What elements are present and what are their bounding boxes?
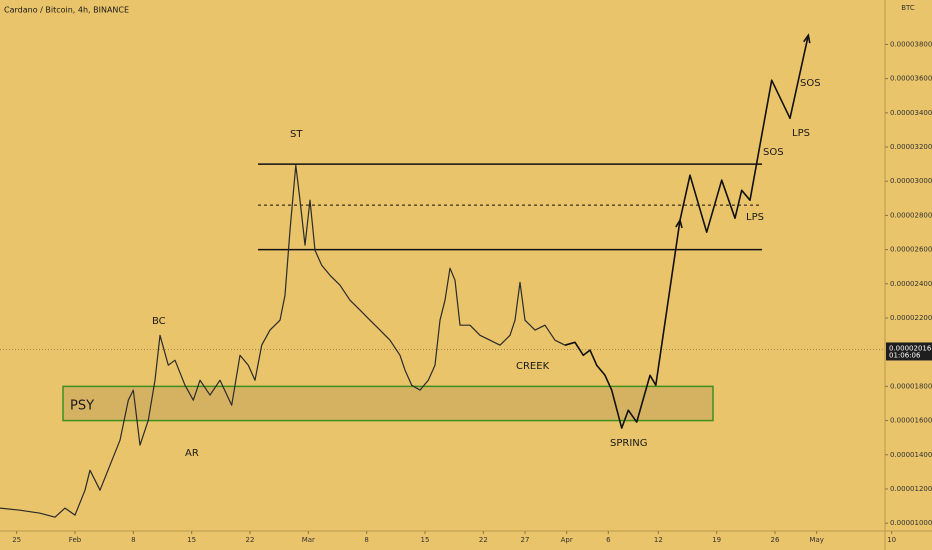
y-tick-label: 0.00001800	[890, 382, 932, 390]
x-tick-label: 10	[887, 536, 896, 544]
x-tick-label: Feb	[69, 536, 82, 544]
y-tick-label: 0.00001000	[890, 519, 932, 527]
annotation: BC	[152, 316, 166, 327]
y-tick-label: 0.00003800	[890, 40, 932, 48]
projection-path	[564, 35, 810, 429]
support-zone	[62, 385, 714, 422]
y-tick-label: 0.00003600	[890, 75, 932, 83]
annotation: AR	[185, 448, 199, 459]
arrow-head	[675, 218, 683, 229]
x-tick-label: 22	[246, 536, 255, 544]
x-tick-label: 26	[771, 536, 780, 544]
x-tick-label: 15	[421, 536, 430, 544]
countdown-label: 01:06:06	[889, 351, 921, 359]
x-tick-label: 12	[654, 536, 663, 544]
y-tick-label: 0.00003200	[890, 143, 932, 151]
y-tick-label: 0.00001400	[890, 451, 932, 459]
x-tick-label: 19	[712, 536, 721, 544]
last-price-label: 0.00002016	[889, 344, 932, 352]
currency-label: BTC	[901, 4, 915, 12]
x-tick-label: 8	[364, 536, 368, 544]
price-line	[0, 164, 566, 518]
annotation: PSY	[70, 399, 94, 414]
x-tick-label: Apr	[561, 536, 573, 544]
annotation: SPRING	[610, 438, 648, 449]
annotation: CREEK	[516, 361, 550, 372]
x-tick-label: May	[809, 536, 823, 544]
y-tick-label: 0.00002800	[890, 211, 932, 219]
y-tick-label: 0.00002600	[890, 246, 932, 254]
annotation: SOS	[800, 78, 821, 89]
y-tick-label: 0.00003400	[890, 109, 932, 117]
x-tick-label: 8	[131, 536, 135, 544]
annotation: ST	[290, 129, 303, 140]
arrow-head	[803, 33, 811, 44]
y-tick-label: 0.00001600	[890, 417, 932, 425]
x-tick-label: 25	[12, 536, 21, 544]
y-tick-label: 0.00002400	[890, 280, 932, 288]
annotation: LPS	[792, 128, 810, 139]
x-tick-label: Mar	[302, 536, 315, 544]
annotation: LPS	[746, 212, 764, 223]
y-tick-label: 0.00001200	[890, 485, 932, 493]
chart-title: Cardano / Bitcoin, 4h, BINANCE	[4, 6, 129, 15]
x-tick-label: 15	[187, 536, 196, 544]
y-tick-label: 0.00003000	[890, 177, 932, 185]
x-tick-label: 22	[479, 536, 488, 544]
annotation: SOS	[763, 147, 784, 158]
x-tick-label: 6	[606, 536, 611, 544]
y-tick-label: 0.00002200	[890, 314, 932, 322]
x-tick-label: 27	[521, 536, 530, 544]
last-price-box	[886, 342, 932, 361]
